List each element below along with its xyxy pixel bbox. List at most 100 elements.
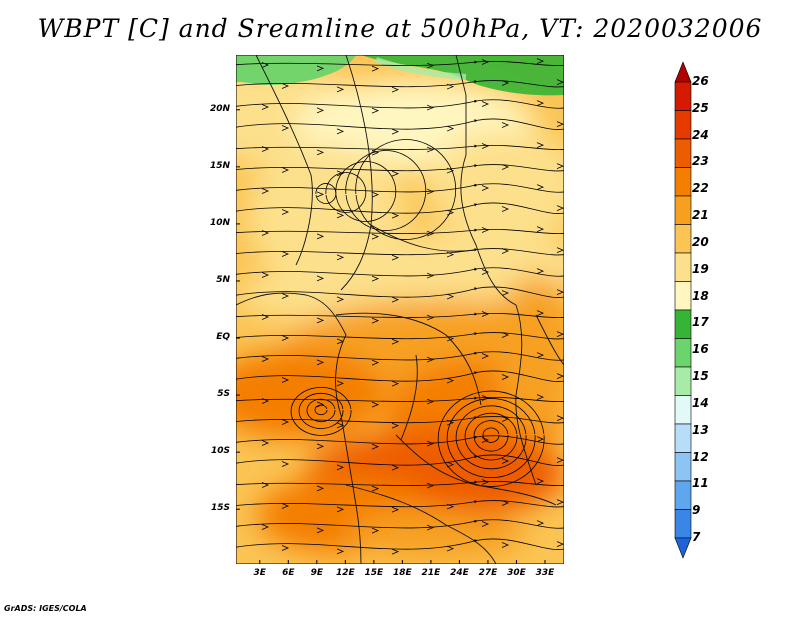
streamline-arrow <box>316 443 325 450</box>
streamline <box>236 312 564 318</box>
colorbar-cap-top <box>674 61 692 83</box>
streamline <box>236 60 564 66</box>
streamline-arrow <box>426 482 435 489</box>
colorbar-label: 19 <box>692 261 709 276</box>
colorbar-swatch <box>674 224 692 254</box>
streamline-arrow <box>316 65 325 72</box>
colorbar-swatch <box>674 252 692 282</box>
streamline <box>437 390 545 487</box>
streamline-arrow <box>481 353 490 359</box>
colorbar-label: 14 <box>692 395 709 410</box>
colorbar-label: 17 <box>692 315 709 330</box>
streamline-arrow <box>501 122 510 128</box>
streamline <box>236 351 564 361</box>
streamline <box>236 80 564 88</box>
streamline-arrow <box>556 373 564 380</box>
streamline <box>236 370 564 382</box>
streamline <box>236 118 564 130</box>
streamline <box>236 538 564 550</box>
streamline-arrow <box>371 233 380 240</box>
colorbar-label: 21 <box>692 208 709 223</box>
streamline-arrow <box>336 296 345 303</box>
streamline <box>236 228 564 234</box>
streamline <box>236 164 564 172</box>
map-panel <box>235 54 565 565</box>
streamline-arrow <box>371 359 380 366</box>
streamline-arrow <box>481 59 490 65</box>
streamline <box>345 150 427 231</box>
streamline <box>236 416 564 424</box>
streamline-arrow <box>556 457 564 464</box>
streamline-arrow <box>261 230 270 236</box>
streamline-arrow <box>501 164 510 170</box>
streamline <box>314 404 328 416</box>
streamline-arrow <box>426 314 435 321</box>
streamline-arrow <box>536 142 545 149</box>
streamline-arrow <box>281 293 290 299</box>
streamline-arrow <box>536 478 545 485</box>
streamline-arrow <box>446 461 455 468</box>
streamline-arrow <box>336 212 345 219</box>
colorbar-swatch <box>674 281 692 311</box>
streamline-arrow <box>481 101 490 107</box>
streamline-arrow <box>446 293 455 300</box>
colorbar-label: 26 <box>692 74 709 88</box>
streamline-arrow <box>261 398 270 404</box>
streamline-arrow <box>336 170 345 177</box>
colorbar-label: 13 <box>692 422 709 437</box>
streamline-arrow <box>426 356 435 363</box>
colorbar-swatch <box>674 309 692 339</box>
colorbar-label: 7 <box>692 530 701 544</box>
streamline-arrow <box>281 125 290 131</box>
streamline-arrow <box>556 79 564 86</box>
streamline-arrow <box>391 86 400 93</box>
streamline-arrow <box>336 548 345 555</box>
streamline <box>236 500 564 508</box>
streamline-arrow <box>391 170 400 177</box>
streamline-arrow <box>481 227 490 233</box>
lat-label: EQ <box>216 332 230 343</box>
streamline-arrow <box>281 461 290 467</box>
colorbar-cap-bottom <box>674 537 692 559</box>
streamline-arrow <box>501 248 510 254</box>
colorbar-label: 12 <box>692 449 709 464</box>
streamline-arrow <box>391 212 400 219</box>
colorbar-label: 15 <box>692 369 709 384</box>
lon-label: 3E <box>253 568 266 578</box>
streamline-arrow <box>556 289 564 296</box>
streamline-arrow <box>316 149 325 156</box>
streamline-arrow <box>316 191 325 198</box>
streamline-arrow <box>261 272 270 278</box>
streamline-arrow <box>371 107 380 114</box>
streamline-arrow <box>446 335 455 342</box>
streamline-arrow <box>281 251 290 257</box>
streamline-arrow <box>426 104 435 111</box>
colorbar-label: 9 <box>692 503 701 518</box>
streamline-arrow <box>426 272 435 279</box>
streamline <box>236 332 564 340</box>
lon-label: 24E <box>450 568 469 578</box>
lon-label: 27E <box>478 568 498 578</box>
streamline <box>335 161 397 222</box>
streamline-arrow <box>446 377 455 384</box>
grads-credit: GrADS: IGES/COLA <box>4 604 87 613</box>
lat-label: 5S <box>217 389 230 400</box>
streamline-arrow <box>446 83 455 90</box>
streamline-arrow <box>426 62 435 69</box>
lat-label: 15N <box>209 160 230 171</box>
streamline-arrow <box>316 359 325 366</box>
streamline-arrow <box>281 335 290 341</box>
streamline-arrow <box>261 188 270 194</box>
green-band-west <box>236 55 356 85</box>
lon-label: 9E <box>310 568 323 578</box>
streamline-arrow <box>446 209 455 216</box>
streamline-arrow <box>336 254 345 261</box>
colorbar <box>674 61 692 559</box>
lon-label: 6E <box>282 568 295 578</box>
streamline-arrow <box>426 188 435 195</box>
streamline-arrow <box>391 296 400 303</box>
streamline-arrow <box>261 104 270 110</box>
streamline-arrow <box>446 545 455 552</box>
colorbar-swatch <box>674 509 692 539</box>
streamline-arrow <box>446 125 455 132</box>
